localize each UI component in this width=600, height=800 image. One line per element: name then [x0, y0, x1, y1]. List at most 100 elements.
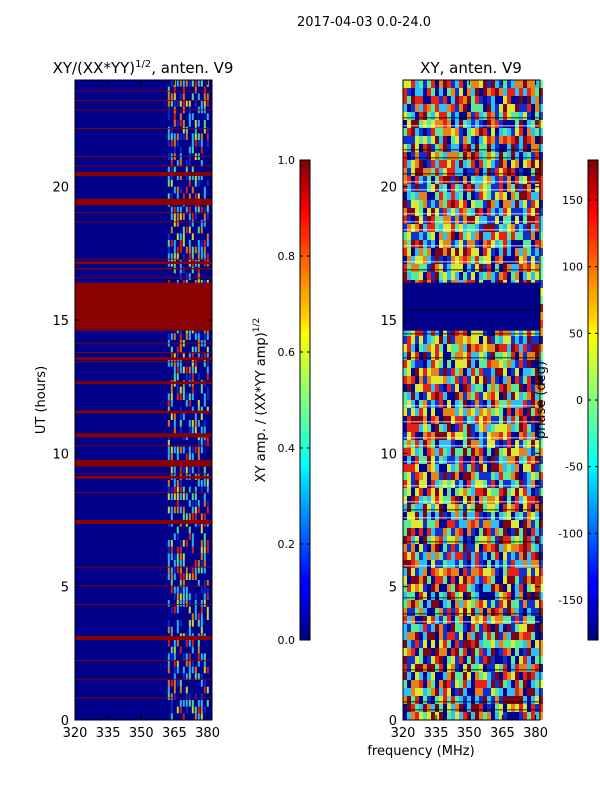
right-heatmap-cell [523, 496, 527, 504]
right-heatmap-cell [491, 560, 495, 568]
right-heatmap-cell [435, 88, 439, 96]
right-heatmap-cell [511, 400, 515, 408]
right-heatmap-streak [403, 149, 540, 151]
right-heatmap-cell [443, 168, 447, 176]
right-heatmap-cell [443, 136, 447, 144]
left-heatmap-cell [182, 513, 185, 520]
right-heatmap-cell [483, 192, 487, 200]
left-heatmap-streak [75, 678, 212, 680]
left-heatmap-cell [197, 480, 200, 487]
left-heatmap-cell [173, 246, 176, 254]
left-heatmap-cell [200, 606, 203, 614]
right-heatmap-cell [519, 160, 523, 168]
right-heatmap-cell [415, 224, 419, 232]
right-heatmap-cell [535, 216, 539, 224]
right-heatmap-cell [515, 216, 519, 224]
right-heatmap-cell [515, 520, 519, 528]
right-heatmap-cell [455, 448, 459, 456]
right-heatmap-cell [475, 616, 479, 624]
right-heatmap-cell [523, 336, 527, 344]
right-heatmap-cell [507, 256, 511, 264]
right-heatmap-cell [495, 448, 499, 456]
right-heatmap-cell [487, 608, 491, 616]
right-heatmap-cell [447, 520, 451, 528]
left-heatmap-cell [194, 133, 197, 140]
right-heatmap-cell [491, 104, 495, 112]
right-heatmap-cell [499, 456, 503, 464]
right-heatmap-cell [443, 408, 447, 416]
right-heatmap-cell [539, 400, 543, 408]
right-heatmap-cell [463, 456, 467, 464]
right-heatmap-cell [455, 584, 459, 592]
right-x-tick-label: 380 [523, 726, 548, 741]
left-heatmap-cell [206, 360, 209, 367]
left-heatmap-cell [191, 220, 194, 227]
left-heatmap-cell [206, 486, 209, 494]
right-heatmap-cell [507, 400, 511, 408]
right-heatmap-cell [403, 552, 407, 560]
right-heatmap-cell [531, 688, 535, 696]
right-heatmap-cell [447, 424, 451, 432]
right-heatmap-cell [499, 536, 503, 544]
right-heatmap-cell [539, 144, 543, 152]
right-heatmap-cell [427, 672, 431, 680]
right-heatmap-cell [479, 472, 483, 480]
right-heatmap-cell [527, 80, 531, 88]
right-heatmap-cell [503, 344, 507, 352]
left-heatmap-cell [170, 713, 173, 720]
right-heatmap-cell [467, 232, 471, 240]
right-heatmap-cell [431, 568, 435, 576]
right-heatmap-cell [471, 248, 475, 256]
left-colorbar-gradient [300, 160, 310, 640]
right-heatmap-cell [431, 264, 435, 272]
right-heatmap-cell [415, 408, 419, 416]
left-heatmap-cell [188, 573, 191, 580]
left-heatmap-cell [170, 173, 173, 180]
right-heatmap-cell [431, 504, 435, 512]
left-heatmap-cell [191, 366, 194, 374]
right-heatmap-cell [535, 512, 539, 520]
right-heatmap-cell [427, 544, 431, 552]
left-heatmap-streak [75, 361, 212, 363]
right-heatmap-cell [499, 272, 503, 280]
right-heatmap-cell [527, 192, 531, 200]
right-heatmap-cell [411, 144, 415, 152]
right-heatmap-streak [403, 621, 540, 623]
right-heatmap-cell [407, 680, 411, 688]
left-x-tick-label: 365 [162, 726, 187, 741]
right-heatmap-cell [519, 360, 523, 368]
right-heatmap-cell [431, 400, 435, 408]
right-heatmap-cell [539, 664, 543, 672]
left-heatmap-cell [188, 253, 191, 260]
right-heatmap-cell [427, 240, 431, 248]
right-heatmap-cell [419, 664, 423, 672]
right-heatmap-cell [443, 112, 447, 120]
right-heatmap-cell [491, 456, 495, 464]
left-heatmap-cell [167, 113, 170, 120]
right-heatmap-cell [511, 640, 515, 648]
left-heatmap-cell [179, 553, 182, 560]
right-heatmap-cell [411, 536, 415, 544]
right-heatmap-cell [483, 104, 487, 112]
left-heatmap-cell [188, 100, 191, 107]
right-heatmap-cell [439, 112, 443, 120]
right-heatmap-cell [475, 704, 479, 712]
right-heatmap-cell [427, 272, 431, 280]
right-heatmap-cell [419, 184, 423, 192]
right-heatmap-cell [463, 256, 467, 264]
right-heatmap-cell [403, 368, 407, 376]
right-heatmap-cell [403, 448, 407, 456]
right-heatmap-cell [423, 704, 427, 712]
left-heatmap-cell [191, 166, 194, 174]
left-heatmap-cell [185, 540, 188, 547]
right-heatmap-cell [435, 224, 439, 232]
left-heatmap-cell [200, 440, 203, 447]
right-heatmap-cell [511, 464, 515, 472]
right-heatmap-cell [511, 376, 515, 384]
right-heatmap-cell [431, 192, 435, 200]
right-heatmap-cell [491, 472, 495, 480]
right-heatmap-cell [523, 464, 527, 472]
right-heatmap-cell [427, 496, 431, 504]
left-colorbar-tick-label: 0.8 [278, 250, 296, 263]
right-heatmap-cell [503, 336, 507, 344]
